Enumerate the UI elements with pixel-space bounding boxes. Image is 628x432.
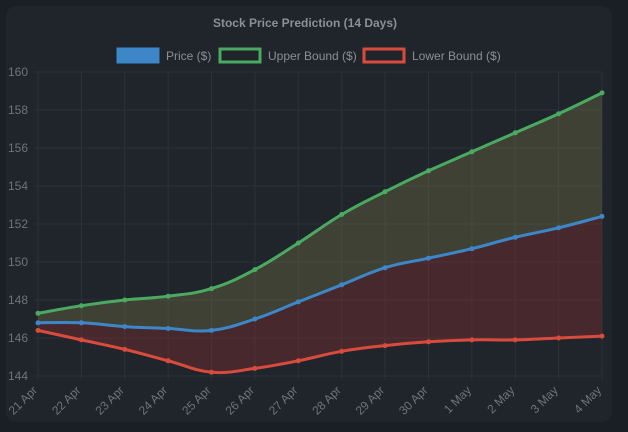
series-line bbox=[37, 214, 603, 333]
data-point bbox=[35, 327, 41, 333]
data-point bbox=[78, 337, 84, 343]
data-point bbox=[35, 310, 41, 316]
legend-swatch bbox=[362, 47, 406, 64]
x-tick-label: 4 May bbox=[571, 383, 604, 416]
data-point bbox=[295, 299, 301, 305]
data-point bbox=[425, 339, 431, 345]
data-point bbox=[599, 213, 605, 219]
data-point bbox=[556, 335, 562, 341]
y-tick-label: 150 bbox=[8, 255, 28, 269]
x-tick-label: 1 May bbox=[441, 383, 474, 416]
data-point bbox=[35, 320, 41, 326]
legend-swatch bbox=[116, 47, 160, 64]
data-point bbox=[382, 189, 388, 195]
series-line bbox=[37, 91, 603, 315]
data-point bbox=[209, 327, 215, 333]
chart-series-lines bbox=[37, 91, 603, 375]
x-axis-ticks: 21 Apr 22 Apr 23 Apr 24 Apr 25 Apr 26 Apr 27 A… bbox=[6, 383, 604, 417]
data-point bbox=[556, 111, 562, 117]
x-tick-label: 30 Apr bbox=[396, 383, 430, 417]
y-tick-label: 148 bbox=[8, 293, 28, 307]
legend-label: Upper Bound ($) bbox=[268, 49, 357, 63]
legend-label: Price ($) bbox=[166, 49, 211, 63]
data-point bbox=[425, 168, 431, 174]
chart-card: Stock Price Prediction (14 Days) Price (… bbox=[6, 6, 612, 422]
chart-area-fills bbox=[38, 92, 602, 373]
data-point bbox=[209, 369, 215, 375]
data-point bbox=[122, 297, 128, 303]
x-tick-label: 28 Apr bbox=[309, 383, 343, 417]
data-point bbox=[512, 337, 518, 343]
data-point bbox=[469, 337, 475, 343]
data-point bbox=[252, 267, 258, 273]
data-point bbox=[252, 365, 258, 371]
data-point bbox=[599, 333, 605, 339]
data-point bbox=[122, 324, 128, 330]
x-tick-label: 25 Apr bbox=[179, 383, 213, 417]
data-point bbox=[165, 326, 171, 331]
data-point bbox=[295, 358, 301, 364]
x-tick-label: 23 Apr bbox=[92, 383, 126, 417]
area-fill bbox=[38, 92, 602, 332]
chart-title: Stock Price Prediction (14 Days) bbox=[213, 16, 397, 30]
data-point bbox=[512, 234, 518, 240]
y-tick-label: 156 bbox=[8, 141, 28, 155]
data-point bbox=[425, 255, 431, 261]
y-tick-label: 160 bbox=[8, 65, 28, 79]
x-tick-label: 26 Apr bbox=[223, 383, 257, 417]
data-point bbox=[556, 225, 562, 231]
chart-legend: Price ($) Upper Bound ($) Lower Bound ($) bbox=[116, 47, 501, 64]
x-tick-label: 27 Apr bbox=[266, 383, 300, 417]
data-point bbox=[469, 246, 475, 252]
x-tick-label: 24 Apr bbox=[136, 383, 170, 417]
chart-svg: Stock Price Prediction (14 Days) Price (… bbox=[6, 16, 605, 418]
data-point bbox=[599, 90, 605, 96]
data-point bbox=[339, 348, 345, 354]
data-point bbox=[295, 240, 301, 246]
y-tick-label: 154 bbox=[8, 179, 28, 193]
data-point bbox=[382, 343, 388, 349]
legend-swatch bbox=[218, 47, 262, 64]
x-tick-label: 21 Apr bbox=[6, 383, 40, 417]
data-point bbox=[122, 346, 128, 352]
data-point bbox=[469, 149, 475, 155]
data-point bbox=[165, 358, 171, 364]
data-point bbox=[382, 265, 388, 271]
x-tick-label: 3 May bbox=[528, 383, 561, 416]
y-tick-label: 146 bbox=[8, 331, 28, 345]
x-tick-label: 22 Apr bbox=[49, 383, 83, 417]
data-point bbox=[512, 130, 518, 136]
y-tick-label: 158 bbox=[8, 103, 28, 117]
data-point bbox=[165, 293, 171, 299]
data-point bbox=[339, 282, 345, 288]
y-tick-label: 144 bbox=[8, 369, 28, 383]
data-point bbox=[339, 212, 345, 217]
x-tick-label: 29 Apr bbox=[353, 383, 387, 417]
x-tick-label: 2 May bbox=[484, 383, 517, 416]
y-axis-ticks: 144 146 148 150 152 154 156 158 160 bbox=[8, 65, 28, 383]
legend-label: Lower Bound ($) bbox=[412, 49, 501, 63]
data-point bbox=[209, 286, 215, 292]
series-line bbox=[37, 328, 603, 375]
data-point bbox=[78, 320, 84, 326]
chart-data-points bbox=[35, 90, 605, 375]
data-point bbox=[252, 316, 258, 322]
data-point bbox=[78, 303, 84, 309]
y-tick-label: 152 bbox=[8, 217, 28, 231]
